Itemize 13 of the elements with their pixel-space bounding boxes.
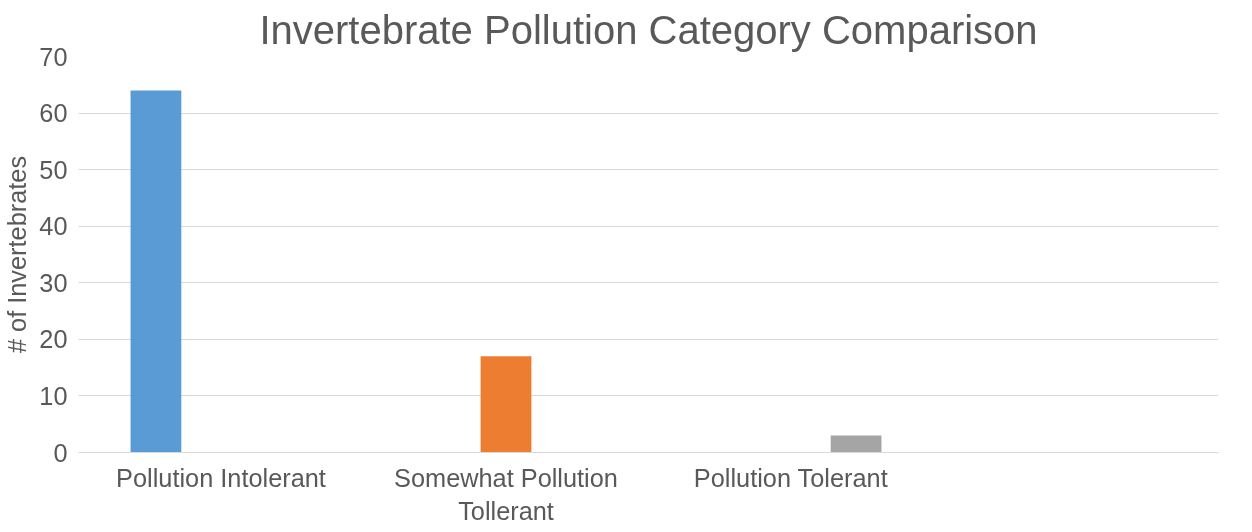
x-tick-label: Pollution Tolerant	[693, 463, 888, 492]
y-axis-title: # of Invertebrates	[3, 155, 32, 354]
y-tick-label: 50	[39, 155, 68, 184]
chart-title: Invertebrate Pollution Category Comparison	[259, 7, 1038, 52]
y-tick-label: 10	[39, 381, 68, 410]
y-tick-label: 70	[39, 42, 68, 71]
y-tick-label: 60	[39, 99, 68, 128]
y-tick-label: 30	[39, 268, 68, 297]
x-tick-label: Pollution Intolerant	[116, 463, 326, 492]
x-tick-label: Somewhat Pollution Tollerant	[394, 463, 618, 526]
y-tick-label: 0	[53, 438, 68, 467]
y-tick-label: 40	[39, 212, 68, 241]
y-tick-label: 20	[39, 325, 68, 354]
